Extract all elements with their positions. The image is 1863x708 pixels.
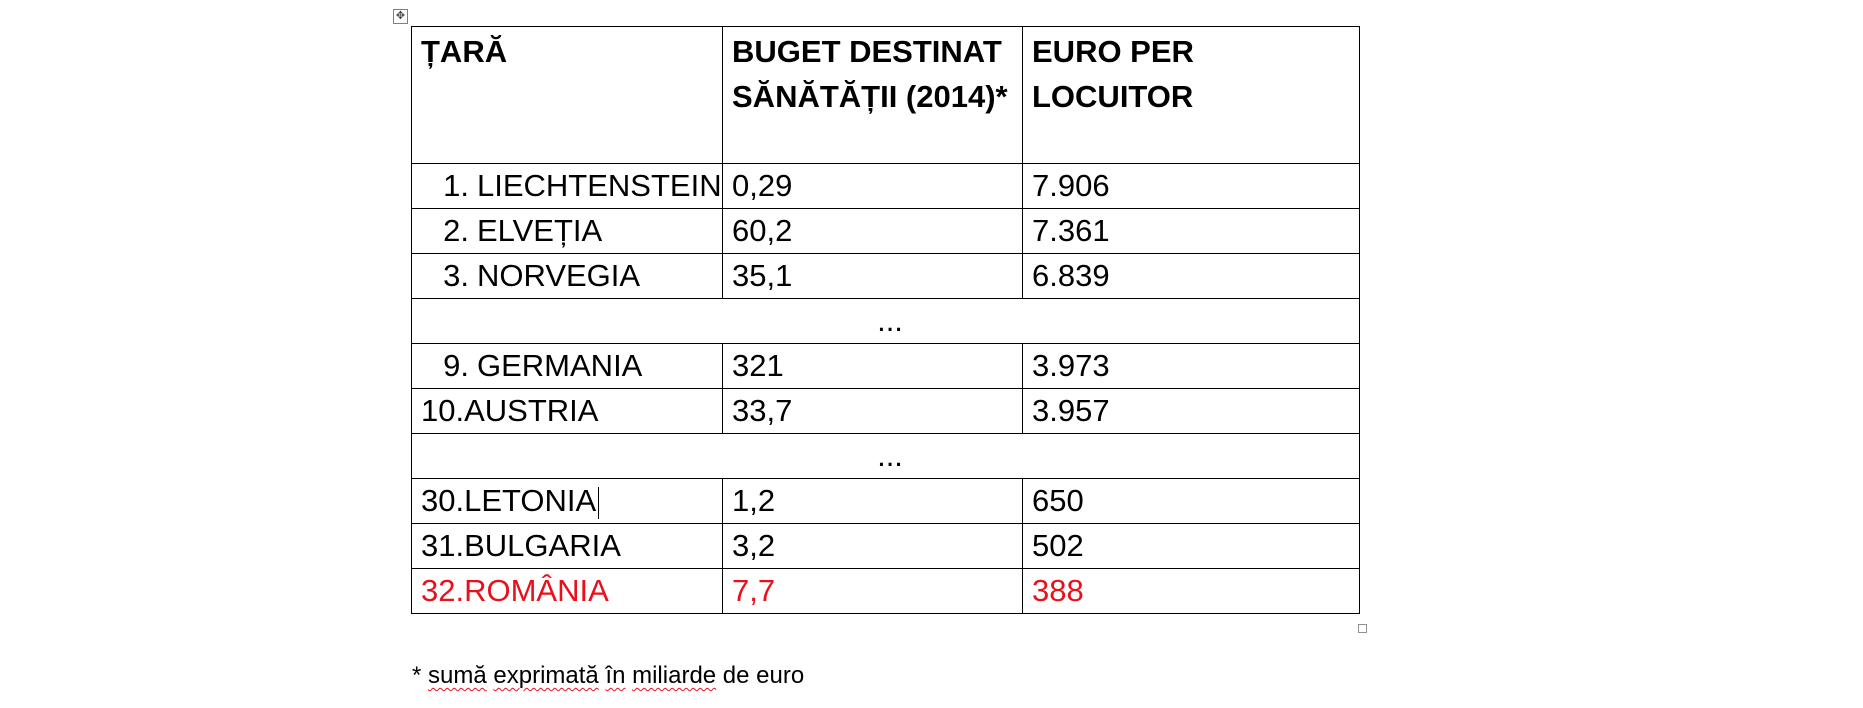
rank-number: 30. — [421, 483, 465, 518]
text-cursor — [598, 486, 600, 519]
table-move-handle-icon[interactable]: ✥ — [393, 9, 408, 24]
header-health-budget[interactable]: BUGET DESTINAT SĂNĂTĂȚII (2014)* — [722, 26, 1023, 164]
country-cell[interactable]: 10.AUSTRIA — [411, 388, 723, 434]
budget-cell[interactable]: 0,29 — [722, 163, 1023, 209]
country-name: NORVEGIA — [477, 258, 641, 293]
header-euro-per-capita[interactable]: EURO PER LOCUITOR — [1022, 26, 1360, 164]
country-name: BULGARIA — [464, 528, 621, 563]
per-capita-cell[interactable]: 388 — [1022, 568, 1360, 614]
footnote: * sumă exprimată în miliarde de euro — [412, 662, 804, 690]
rank-number: 10. — [421, 393, 465, 428]
budget-cell[interactable]: 35,1 — [722, 253, 1023, 299]
per-capita-cell[interactable]: 7.906 — [1022, 163, 1360, 209]
footnote-asterisk: * — [412, 662, 429, 689]
ellipsis-cell[interactable]: ... — [411, 433, 1360, 479]
country-cell[interactable]: 1. LIECHTENSTEIN — [411, 163, 723, 209]
budget-cell[interactable]: 33,7 — [722, 388, 1023, 434]
country-cell[interactable]: 32.ROMÂNIA — [411, 568, 723, 614]
footnote-tail: de euro — [716, 662, 805, 689]
country-cell[interactable]: 30.LETONIA — [411, 478, 723, 524]
table-row: 2. ELVEȚIA 60,2 7.361 — [411, 208, 1360, 254]
budget-cell[interactable]: 60,2 — [722, 208, 1023, 254]
country-cell[interactable]: 2. ELVEȚIA — [411, 208, 723, 254]
country-name: LIECHTENSTEIN — [477, 168, 722, 203]
country-name: AUSTRIA — [464, 393, 599, 428]
rank-number: 32. — [421, 573, 465, 608]
header-country[interactable]: ȚARĂ — [411, 26, 723, 164]
rank-number: 31. — [421, 528, 465, 563]
table-resize-handle-icon[interactable] — [1358, 624, 1367, 633]
rank-number: 3. — [443, 258, 469, 293]
rank-number: 2. — [443, 213, 469, 248]
per-capita-cell[interactable]: 3.957 — [1022, 388, 1360, 434]
footnote-word: miliarde — [632, 662, 717, 689]
health-budget-table: ȚARĂ BUGET DESTINAT SĂNĂTĂȚII (2014)* EU… — [411, 26, 1360, 614]
country-cell[interactable]: 3. NORVEGIA — [411, 253, 723, 299]
budget-cell[interactable]: 7,7 — [722, 568, 1023, 614]
ellipsis-row: ... — [411, 298, 1360, 344]
per-capita-cell[interactable]: 650 — [1022, 478, 1360, 524]
table-row: 10.AUSTRIA 33,7 3.957 — [411, 388, 1360, 434]
footnote-word: sumă — [428, 662, 487, 689]
table-row: 30.LETONIA 1,2 650 — [411, 478, 1360, 524]
country-name: ELVEȚIA — [477, 213, 603, 248]
per-capita-cell[interactable]: 502 — [1022, 523, 1360, 569]
table-row: 1. LIECHTENSTEIN 0,29 7.906 — [411, 163, 1360, 209]
per-capita-cell[interactable]: 3.973 — [1022, 343, 1360, 389]
country-cell[interactable]: 9. GERMANIA — [411, 343, 723, 389]
budget-cell[interactable]: 1,2 — [722, 478, 1023, 524]
footnote-word: exprimată — [493, 662, 599, 689]
country-name: GERMANIA — [477, 348, 643, 383]
rank-number: 1. — [443, 168, 469, 203]
table-row: 31.BULGARIA 3,2 502 — [411, 523, 1360, 569]
table-row-highlighted: 32.ROMÂNIA 7,7 388 — [411, 568, 1360, 614]
country-cell[interactable]: 31.BULGARIA — [411, 523, 723, 569]
table-header-row: ȚARĂ BUGET DESTINAT SĂNĂTĂȚII (2014)* EU… — [411, 26, 1360, 164]
rank-number: 9. — [443, 348, 469, 383]
per-capita-cell[interactable]: 7.361 — [1022, 208, 1360, 254]
country-name: LETONIA — [464, 483, 597, 518]
budget-cell[interactable]: 321 — [722, 343, 1023, 389]
budget-cell[interactable]: 3,2 — [722, 523, 1023, 569]
per-capita-cell[interactable]: 6.839 — [1022, 253, 1360, 299]
ellipsis-cell[interactable]: ... — [411, 298, 1360, 344]
ellipsis-row: ... — [411, 433, 1360, 479]
table-row: 3. NORVEGIA 35,1 6.839 — [411, 253, 1360, 299]
footnote-word: în — [605, 662, 626, 689]
country-name: ROMÂNIA — [464, 573, 609, 608]
table-row: 9. GERMANIA 321 3.973 — [411, 343, 1360, 389]
